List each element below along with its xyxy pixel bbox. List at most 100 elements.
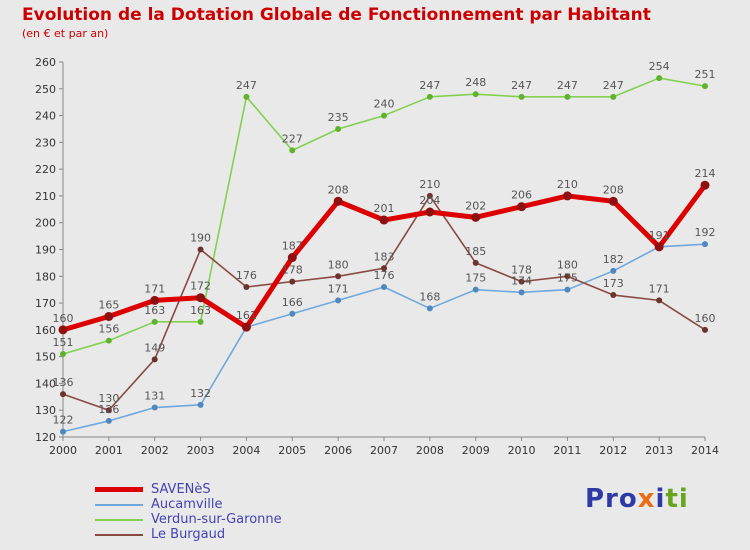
chart-legend: SAVENèS Aucamville Verdun-sur-Garonne Le Bu… bbox=[95, 482, 282, 542]
logo-letter-group: ti bbox=[665, 484, 689, 514]
point-label: 214 bbox=[695, 167, 716, 180]
series-point bbox=[104, 311, 114, 321]
series-point bbox=[196, 293, 206, 303]
y-tick-label: 200 bbox=[35, 217, 56, 230]
point-label: 126 bbox=[98, 403, 119, 416]
logo-letter-group: Pro bbox=[585, 484, 638, 514]
point-label: 131 bbox=[144, 390, 165, 403]
point-label: 235 bbox=[328, 111, 349, 124]
series-point bbox=[472, 259, 479, 266]
series-point bbox=[289, 147, 296, 154]
series-point bbox=[610, 292, 617, 299]
series-point bbox=[60, 350, 66, 357]
point-label: 185 bbox=[465, 245, 486, 258]
point-label: 176 bbox=[374, 269, 395, 282]
logo-letter-group: x bbox=[637, 484, 656, 514]
x-tick-label: 2007 bbox=[370, 444, 398, 457]
point-label: 192 bbox=[695, 226, 716, 239]
series-point bbox=[425, 207, 435, 217]
series-point bbox=[105, 417, 112, 424]
x-tick-label: 2004 bbox=[232, 444, 260, 457]
x-tick-label: 2012 bbox=[599, 444, 627, 457]
point-label: 208 bbox=[328, 183, 349, 196]
point-label: 247 bbox=[603, 79, 624, 92]
point-label: 161 bbox=[236, 309, 257, 322]
series-point bbox=[472, 286, 479, 293]
point-label: 254 bbox=[649, 60, 670, 73]
point-label: 163 bbox=[190, 304, 211, 317]
series-point bbox=[610, 93, 617, 100]
chart-title: Evolution de la Dotation Globale de Fonc… bbox=[22, 5, 651, 25]
x-tick-label: 2005 bbox=[278, 444, 306, 457]
y-tick-label: 130 bbox=[35, 404, 56, 417]
series-point bbox=[518, 289, 525, 296]
point-label: 151 bbox=[53, 336, 74, 349]
series-point bbox=[381, 284, 387, 290]
series-point bbox=[564, 273, 571, 280]
x-tick-label: 2014 bbox=[691, 444, 719, 457]
series-point bbox=[426, 93, 433, 100]
y-tick-label: 150 bbox=[35, 351, 56, 364]
series-point bbox=[333, 196, 343, 206]
x-tick-label: 2011 bbox=[553, 444, 581, 457]
point-label: 206 bbox=[511, 189, 532, 202]
y-tick-label: 220 bbox=[35, 163, 56, 176]
series-point bbox=[426, 305, 433, 312]
y-tick-label: 260 bbox=[35, 56, 56, 69]
point-label: 174 bbox=[511, 274, 532, 287]
point-label: 187 bbox=[282, 240, 303, 253]
x-tick-label: 2002 bbox=[141, 444, 169, 457]
point-label: 182 bbox=[603, 253, 624, 266]
point-label: 165 bbox=[98, 298, 119, 311]
legend-swatch bbox=[95, 533, 143, 536]
series-point bbox=[518, 278, 525, 285]
point-label: 208 bbox=[603, 183, 624, 196]
point-label: 156 bbox=[98, 323, 119, 336]
legend-swatch bbox=[95, 503, 143, 506]
point-label: 166 bbox=[282, 296, 303, 309]
y-tick-label: 140 bbox=[35, 377, 56, 390]
point-label: 247 bbox=[557, 79, 578, 92]
legend-swatch bbox=[95, 487, 143, 492]
series-point bbox=[197, 318, 204, 325]
legend-label: Le Burgaud bbox=[151, 527, 226, 542]
chart-subtitle: (en € et par an) bbox=[22, 27, 109, 40]
y-tick-label: 120 bbox=[35, 431, 56, 444]
point-label: 171 bbox=[328, 282, 349, 295]
point-label: 178 bbox=[282, 264, 303, 277]
y-tick-label: 170 bbox=[35, 297, 56, 310]
series-point bbox=[379, 215, 389, 225]
legend-label: SAVENèS bbox=[151, 482, 211, 497]
point-label: 163 bbox=[144, 304, 165, 317]
legend-item-1: Aucamville bbox=[95, 497, 282, 512]
y-tick-label: 160 bbox=[35, 324, 56, 337]
point-label: 247 bbox=[511, 79, 532, 92]
point-label: 202 bbox=[465, 199, 486, 212]
point-label: 251 bbox=[695, 68, 716, 81]
series-point bbox=[610, 267, 617, 274]
point-label: 168 bbox=[419, 290, 440, 303]
series-point bbox=[60, 428, 66, 435]
series-point bbox=[105, 337, 112, 344]
legend-swatch bbox=[95, 518, 143, 521]
legend-label: Aucamville bbox=[151, 497, 223, 512]
series-point bbox=[151, 404, 158, 411]
series-point bbox=[243, 284, 250, 290]
series-point bbox=[702, 326, 708, 333]
legend-item-0: SAVENèS bbox=[95, 482, 282, 497]
series-point bbox=[656, 75, 663, 82]
point-label: 191 bbox=[649, 229, 670, 242]
y-tick-label: 210 bbox=[35, 190, 56, 203]
series-point bbox=[702, 83, 708, 90]
point-label: 180 bbox=[557, 258, 578, 271]
point-label: 210 bbox=[419, 178, 440, 191]
series-point bbox=[243, 93, 250, 100]
series-point bbox=[151, 318, 158, 325]
point-label: 160 bbox=[53, 312, 74, 325]
point-label: 248 bbox=[465, 76, 486, 89]
series-point bbox=[287, 253, 297, 263]
x-tick-label: 2013 bbox=[645, 444, 673, 457]
series-point bbox=[289, 310, 296, 317]
series-point bbox=[472, 91, 479, 98]
